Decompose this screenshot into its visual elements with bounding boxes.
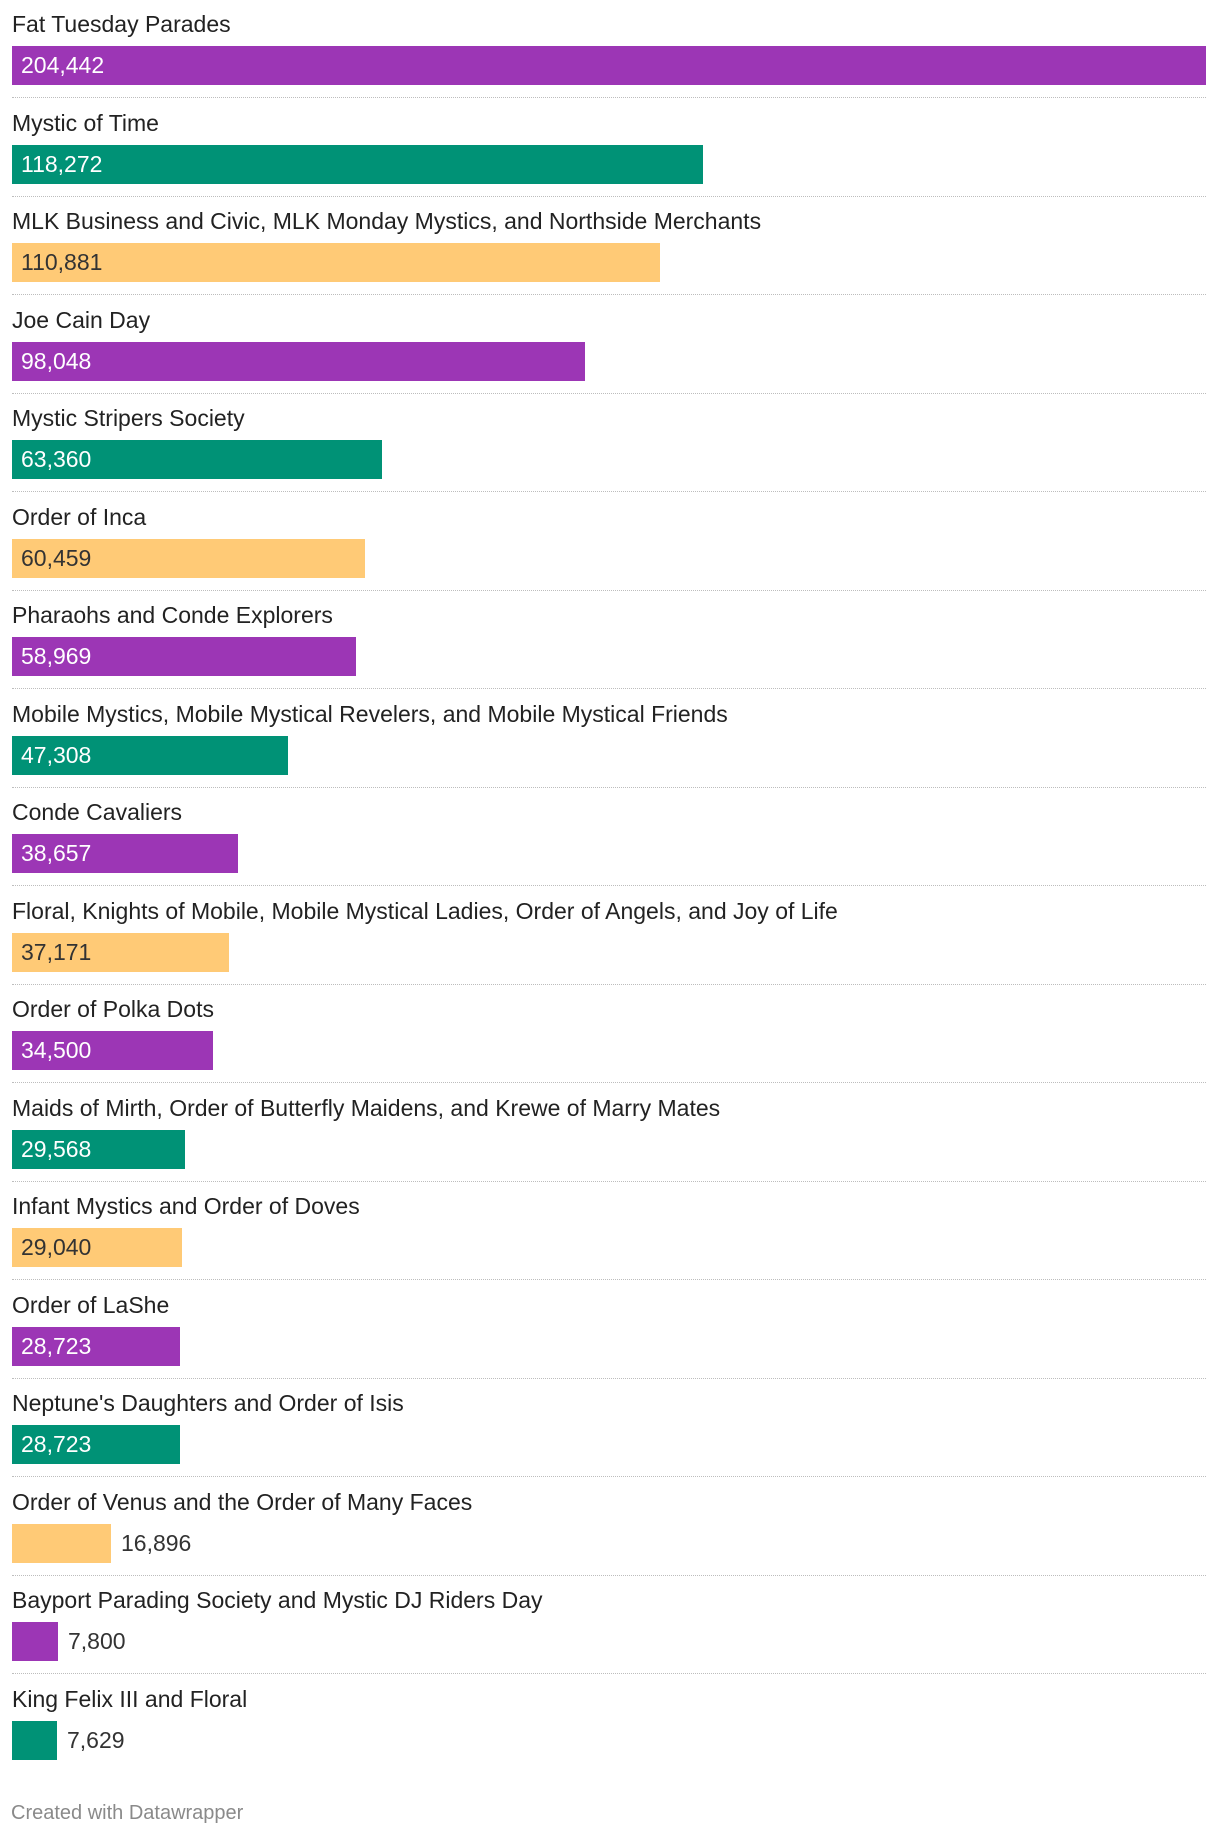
row-divider <box>12 589 1206 591</box>
category-label: Mystic of Time <box>12 109 159 136</box>
chart-row: Neptune's Daughters and Order of Isis 28,… <box>12 1379 1206 1478</box>
bar <box>12 46 1206 85</box>
category-label: Joe Cain Day <box>12 306 151 333</box>
row-divider <box>12 491 1206 492</box>
value-label: 7,800 <box>68 1628 126 1654</box>
chart-row: Infant Mystics and Order of Doves 29,040 <box>12 1182 1206 1281</box>
value-label: 98,048 <box>21 347 92 374</box>
chart-row: Joe Cain Day 98,048 <box>12 296 1206 395</box>
row-divider <box>12 294 1206 295</box>
value-label: 16,896 <box>121 1529 192 1556</box>
chart-row: Order of LaShe 28,723 <box>12 1281 1206 1380</box>
chart-row: Pharaohs and Conde Explorers 58,969 <box>12 591 1206 690</box>
category-label: Conde Cavaliers <box>12 799 183 825</box>
bar <box>12 341 585 381</box>
row-divider <box>12 392 1206 394</box>
bar <box>12 1228 182 1267</box>
chart-row: Order of Inca 60,459 <box>12 493 1206 592</box>
category-label: Order of Polka Dots <box>12 996 214 1022</box>
bar <box>12 1622 58 1661</box>
chart-row: Bayport Parading Society and Mystic DJ R… <box>12 1576 1206 1675</box>
row-divider <box>12 1476 1206 1477</box>
category-label: Pharaohs and Conde Explorers <box>12 602 333 628</box>
chart-row: Mystic Stripers Society 63,360 <box>12 394 1206 493</box>
bar <box>12 735 288 775</box>
category-label: Order of LaShe <box>12 1291 170 1318</box>
row-divider <box>12 983 1206 985</box>
category-label: Order of Venus and the Order of Many Fac… <box>12 1488 473 1515</box>
chart-row: Fat Tuesday Parades 204,442 <box>12 0 1206 99</box>
chart-row: King Felix III and Floral 7,629 <box>12 1675 1206 1774</box>
row-divider <box>12 688 1206 689</box>
chart-row: Mobile Mystics, Mobile Mystical Revelers… <box>12 690 1206 789</box>
credit-footer: Created with Datawrapper <box>11 1802 244 1824</box>
chart-row: Order of Venus and the Order of Many Fac… <box>12 1478 1206 1577</box>
bar <box>12 538 365 578</box>
bar <box>12 637 356 676</box>
chart-row: Mystic of Time 118,272 <box>12 99 1206 198</box>
value-label: 38,657 <box>21 840 92 866</box>
category-label: Maids of Mirth, Order of Butterfly Maide… <box>12 1094 721 1121</box>
bar <box>12 440 382 479</box>
category-label: Bayport Parading Society and Mystic DJ R… <box>12 1587 543 1613</box>
chart-row: MLK Business and Civic, MLK Monday Mysti… <box>12 197 1206 296</box>
bar <box>12 1326 180 1366</box>
value-label: 34,500 <box>21 1037 92 1063</box>
value-label: 63,360 <box>21 446 92 472</box>
row-divider <box>12 1377 1206 1379</box>
value-label: 7,629 <box>67 1726 125 1753</box>
value-label: 29,568 <box>21 1135 92 1162</box>
category-label: Floral, Knights of Mobile, Mobile Mystic… <box>12 897 838 924</box>
row-divider <box>12 195 1206 197</box>
row-divider <box>12 885 1206 886</box>
category-label: Mobile Mystics, Mobile Mystical Revelers… <box>12 700 728 727</box>
category-label: Infant Mystics and Order of Doves <box>12 1193 360 1219</box>
row-divider <box>12 1279 1206 1280</box>
row-divider <box>12 97 1206 98</box>
value-label: 110,881 <box>21 249 103 275</box>
category-label: MLK Business and Civic, MLK Monday Mysti… <box>12 208 762 234</box>
bar <box>12 1425 180 1464</box>
row-divider <box>12 1574 1206 1576</box>
chart-row: Conde Cavaliers 38,657 <box>12 788 1206 887</box>
bar <box>12 1523 111 1563</box>
value-label: 28,723 <box>21 1332 92 1359</box>
value-label: 204,442 <box>21 52 105 78</box>
category-label: Fat Tuesday Parades <box>12 11 231 37</box>
category-label: Neptune's Daughters and Order of Isis <box>12 1390 404 1416</box>
bar <box>12 1129 185 1169</box>
category-label: Mystic Stripers Society <box>12 405 245 431</box>
row-divider <box>12 786 1206 788</box>
value-label: 47,308 <box>21 741 92 768</box>
row-divider <box>12 1673 1206 1674</box>
value-label: 37,171 <box>21 938 92 965</box>
row-divider <box>12 1082 1206 1083</box>
value-label: 60,459 <box>21 544 92 571</box>
chart-row: Maids of Mirth, Order of Butterfly Maide… <box>12 1084 1206 1183</box>
chart-row: Floral, Knights of Mobile, Mobile Mystic… <box>12 887 1206 986</box>
chart-row: Order of Polka Dots 34,500 <box>12 985 1206 1084</box>
bar <box>12 834 238 873</box>
value-label: 58,969 <box>21 643 92 669</box>
bar <box>12 1720 57 1760</box>
value-label: 28,723 <box>21 1431 92 1457</box>
bar <box>12 1031 213 1070</box>
row-divider <box>12 1180 1206 1182</box>
value-label: 29,040 <box>21 1234 92 1260</box>
bar <box>12 144 703 184</box>
value-label: 118,272 <box>21 150 103 177</box>
category-label: Order of Inca <box>12 503 147 530</box>
bar <box>12 243 660 282</box>
bar <box>12 932 229 972</box>
category-label: King Felix III and Floral <box>12 1685 248 1712</box>
